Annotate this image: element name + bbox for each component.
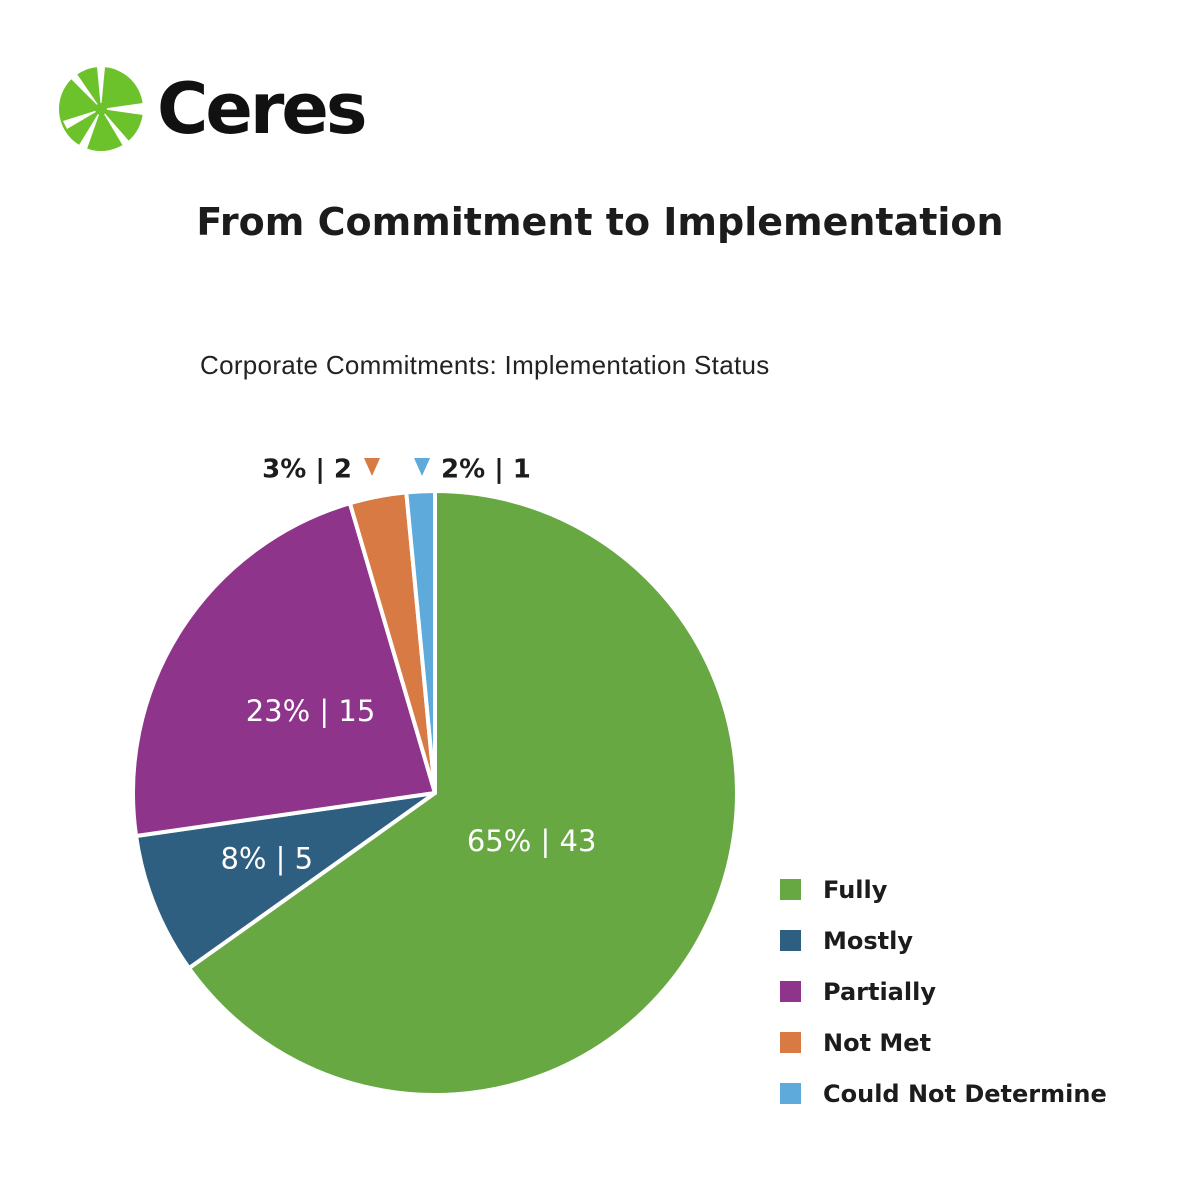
data-label-fully: 65% | 43 bbox=[467, 824, 597, 858]
legend-label: Fully bbox=[823, 875, 888, 904]
data-label-could-not-determine: 2% | 1 bbox=[441, 455, 531, 485]
legend-label: Not Met bbox=[823, 1028, 932, 1057]
legend-swatch bbox=[780, 1032, 801, 1053]
pie-slice-could-not-determine bbox=[404, 489, 437, 795]
legend-label: Could Not Determine bbox=[823, 1079, 1107, 1108]
legend-label: Partially bbox=[823, 977, 936, 1006]
page-title: From Commitment to Implementation bbox=[196, 200, 1004, 244]
legend-label: Mostly bbox=[823, 926, 913, 955]
data-label-mostly: 8% | 5 bbox=[220, 841, 313, 875]
legend-item-could-not-determine: Could Not Determine bbox=[780, 1068, 1107, 1119]
legend-item-not-met: Not Met bbox=[780, 1017, 1107, 1068]
pie-slice-partially bbox=[131, 501, 437, 838]
legend-swatch bbox=[780, 930, 801, 951]
ceres-logo: Ceres bbox=[57, 65, 387, 153]
marker-not-met bbox=[364, 458, 380, 476]
legend-item-mostly: Mostly bbox=[780, 915, 1107, 966]
pie-slice-fully bbox=[186, 489, 739, 1097]
legend-item-fully: Fully bbox=[780, 864, 1107, 915]
pie-slice-mostly bbox=[134, 791, 437, 971]
legend-swatch bbox=[780, 879, 801, 900]
ceres-logo-icon bbox=[59, 67, 143, 151]
legend-item-partially: Partially bbox=[780, 966, 1107, 1017]
legend-swatch bbox=[780, 1083, 801, 1104]
brand-name: Ceres bbox=[157, 68, 368, 150]
marker-could-not-determine bbox=[414, 458, 430, 476]
data-label-not-met: 3% | 2 bbox=[262, 455, 352, 485]
chart-legend: Fully Mostly Partially Not Met Could Not Det… bbox=[780, 864, 1107, 1119]
chart-subtitle: Corporate Commitments: Implementation St… bbox=[200, 350, 770, 380]
legend-swatch bbox=[780, 981, 801, 1002]
data-label-partially: 23% | 15 bbox=[246, 694, 376, 728]
